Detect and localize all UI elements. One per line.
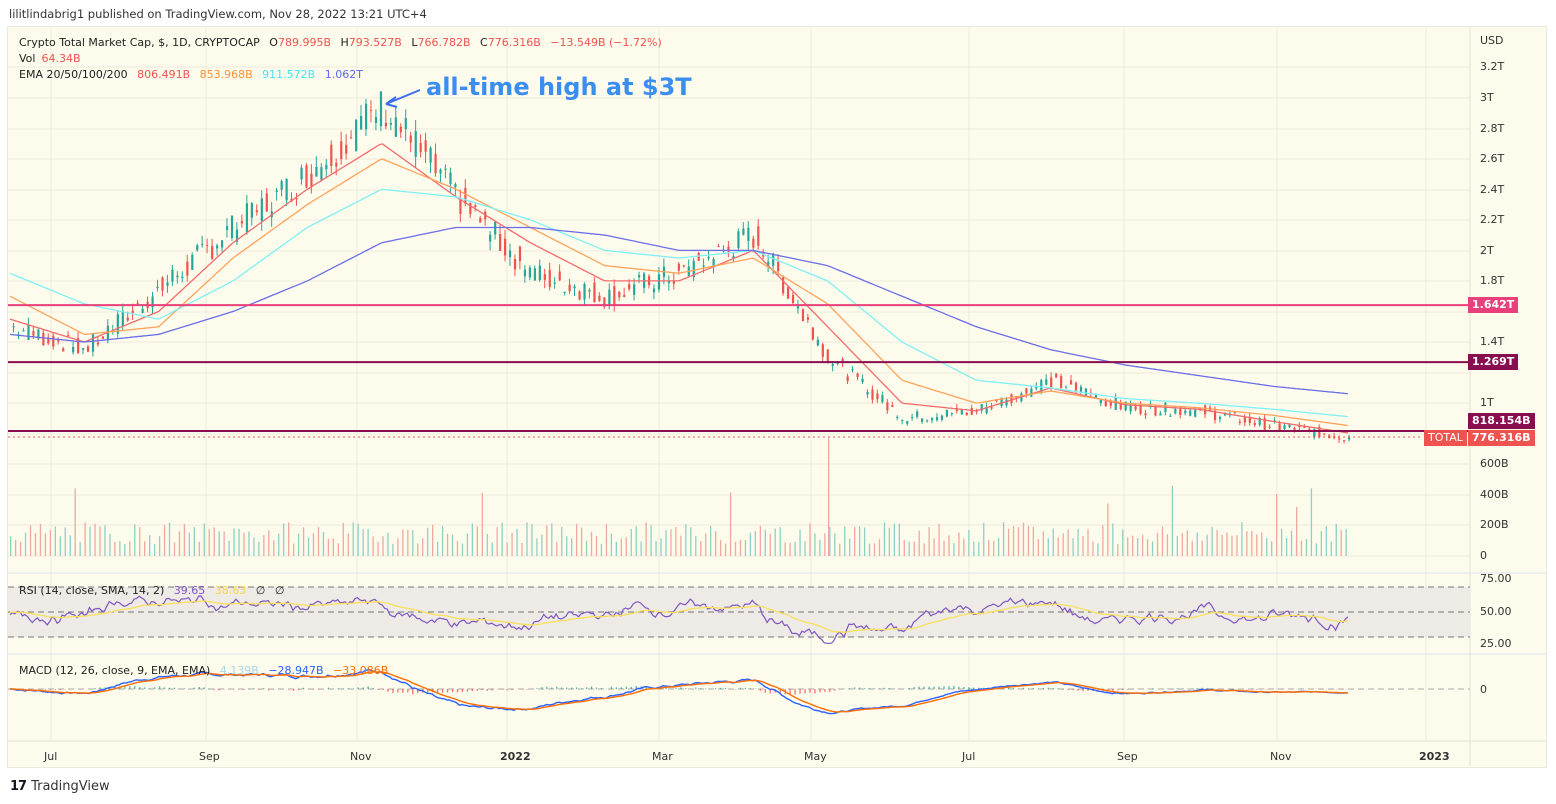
open-value: 789.995B (277, 36, 331, 49)
footer-brand[interactable]: TradingView (31, 779, 110, 794)
time-tick: Jul (44, 750, 58, 763)
macd-histogram (14, 685, 1347, 695)
level-tag-1642: 1.642T (1468, 297, 1519, 313)
time-tick: Nov (1270, 750, 1292, 763)
high-value: 793.527B (348, 36, 402, 49)
arrow-icon (385, 89, 421, 108)
footer: 17 TradingView (10, 779, 110, 794)
price-tick: 2.2T (1480, 213, 1505, 226)
time-tick: 2023 (1419, 750, 1450, 763)
ema200-value: 1.062T (324, 68, 363, 81)
macd-legend: MACD (12, 26, close, 9, EMA, EMA) 4.139B… (19, 664, 389, 677)
ema-line-200 (9, 226, 1349, 395)
price-tick: 2.4T (1480, 183, 1505, 196)
rsi-sma-value: 38.63 (214, 584, 247, 597)
publish-info: lilitlindabrig1 published on TradingView… (9, 7, 427, 21)
last-price-tag: 776.316B (1468, 430, 1535, 446)
price-tick: 400B (1480, 488, 1509, 501)
price-tick: 2T (1480, 244, 1494, 257)
rsi-tick: 50.00 (1480, 605, 1512, 618)
ath-annotation[interactable]: all-time high at $3T (426, 73, 692, 101)
price-axis-currency: USD (1480, 34, 1504, 47)
rsi-value: 39.65 (173, 584, 206, 597)
macd-value: −28.947B (268, 664, 324, 677)
price-tick: 2.6T (1480, 152, 1505, 165)
rsi-line (9, 595, 1349, 644)
low-value: 766.782B (417, 36, 471, 49)
ema100-value: 911.572B (262, 68, 316, 81)
rsi-legend: RSI (14, close, SMA, 14, 2) 39.65 38.63 … (19, 584, 285, 597)
price-tick: 1.8T (1480, 274, 1505, 287)
macd-hist-value: 4.139B (219, 664, 259, 677)
signal-line (10, 671, 1348, 713)
time-tick: Sep (1117, 750, 1138, 763)
price-tick: 1.4T (1480, 335, 1505, 348)
ema-line-100 (9, 188, 1349, 418)
price-tick: 0 (1480, 549, 1487, 562)
time-tick: Mar (652, 750, 673, 763)
symbol-title[interactable]: Crypto Total Market Cap, $, 1D, CRYPTOCA… (19, 36, 260, 49)
change-value: −13.549B (−1.72%) (550, 36, 662, 49)
rsi-tick: 25.00 (1480, 637, 1512, 650)
time-tick: Nov (350, 750, 372, 763)
candlesticks (12, 91, 1351, 444)
volume-legend: Vol 64.34B (19, 52, 81, 65)
level-tag-1269: 1.269T (1468, 354, 1519, 370)
price-tick: 1T (1480, 396, 1494, 409)
ema-line-50 (9, 158, 1349, 427)
tradingview-logo-icon: 17 (10, 779, 27, 794)
symbol-tag: TOTAL (1424, 430, 1467, 446)
close-value: 776.316B (487, 36, 541, 49)
ema20-value: 806.491B (137, 68, 191, 81)
ema-legend: EMA 20/50/100/200 806.491B 853.968B 911.… (19, 68, 363, 81)
price-tick: 3.2T (1480, 60, 1505, 73)
rsi-tick: 75.00 (1480, 572, 1512, 585)
ema-line-20 (9, 143, 1349, 434)
rsi-sma-line (10, 600, 1349, 633)
price-tick: 200B (1480, 518, 1509, 531)
ema50-value: 853.968B (199, 68, 253, 81)
price-tick: 2.8T (1480, 122, 1505, 135)
time-tick: Jul (962, 750, 976, 763)
volume-bars (10, 438, 1347, 556)
level-tag-818: 818.154B (1468, 413, 1535, 429)
time-tick: 2022 (500, 750, 531, 763)
chart-frame (7, 26, 1547, 768)
time-tick: May (804, 750, 827, 763)
time-tick: Sep (199, 750, 220, 763)
price-tick: 3T (1480, 91, 1494, 104)
symbol-legend: Crypto Total Market Cap, $, 1D, CRYPTOCA… (19, 36, 662, 49)
signal-value: −33.086B (333, 664, 389, 677)
price-tick: 600B (1480, 457, 1509, 470)
macd-tick: 0 (1480, 683, 1487, 696)
volume-value: 64.34B (41, 52, 81, 65)
